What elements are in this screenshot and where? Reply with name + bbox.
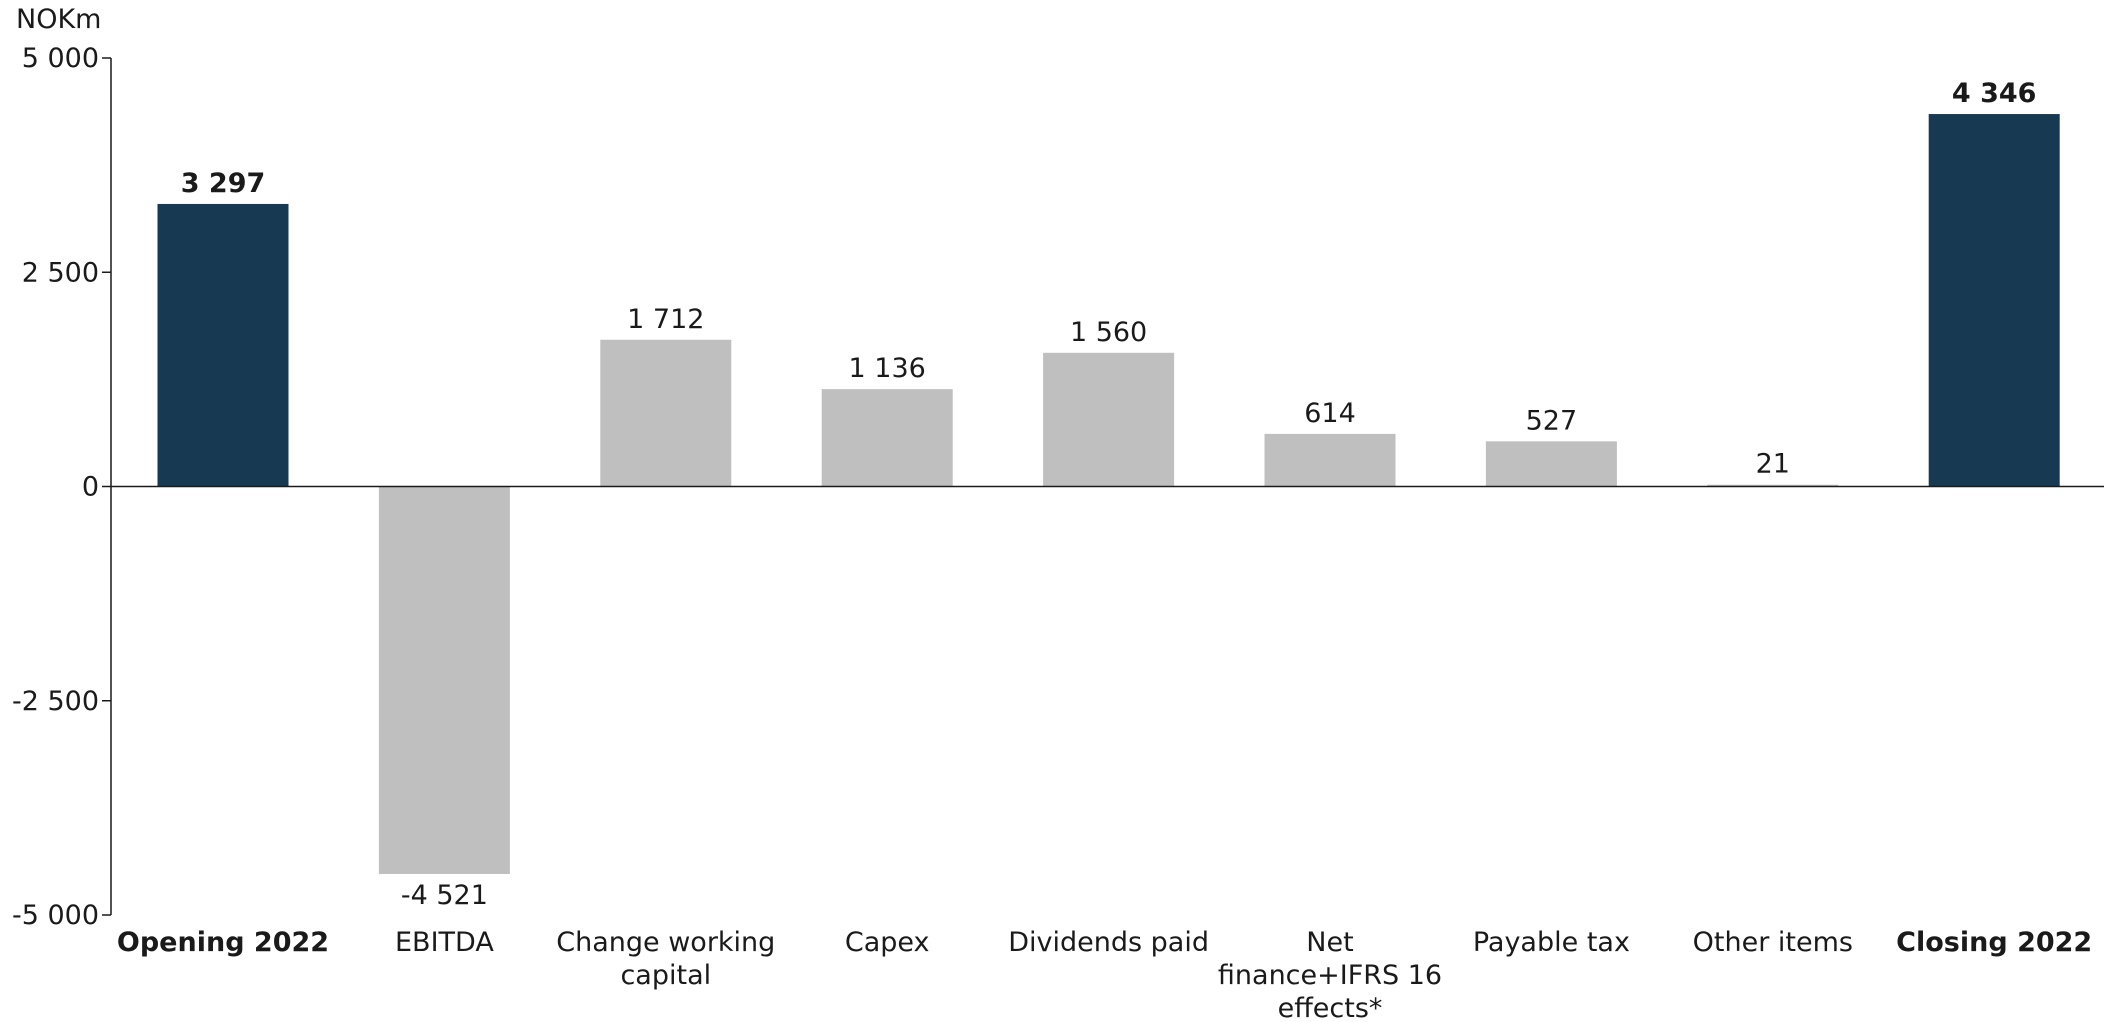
category-label: Opening 2022 <box>117 927 329 958</box>
category-label: Dividends paid <box>1008 927 1209 958</box>
value-label: 527 <box>1526 405 1578 436</box>
category-label: Change working <box>556 927 775 958</box>
value-label: 21 <box>1756 449 1790 480</box>
bar <box>1043 352 1175 487</box>
bar <box>600 339 732 487</box>
category-label: effects* <box>1278 993 1383 1022</box>
y-tick-label: 5 000 <box>22 43 99 74</box>
y-tick-label: -5 000 <box>12 900 99 931</box>
category-label: Other items <box>1693 927 1853 958</box>
category-label: Net <box>1306 927 1353 958</box>
value-label: 1 136 <box>849 353 926 384</box>
category-label: finance+IFRS 16 <box>1218 960 1442 991</box>
category-label: capital <box>620 960 711 991</box>
bar <box>821 389 953 487</box>
value-label: 1 560 <box>1070 317 1147 348</box>
category-label: EBITDA <box>395 927 494 958</box>
y-axis-unit-label: NOKm <box>16 4 101 35</box>
bar <box>378 486 510 874</box>
category-label: Payable tax <box>1473 927 1630 958</box>
bar <box>1928 114 2060 487</box>
bar <box>157 203 289 487</box>
bar <box>1264 433 1396 487</box>
bars <box>111 114 2104 874</box>
value-label: 3 297 <box>181 168 266 199</box>
value-labels: 3 297 -4 521 1 712 1 136 1 560 614 527 21 4 346 <box>181 78 2037 911</box>
bar <box>1707 484 1839 487</box>
y-axis: 5 000 2 500 0 -2 500 -5 000 <box>12 43 112 931</box>
y-tick-label: 0 <box>82 472 99 503</box>
category-label: Capex <box>845 927 930 958</box>
value-label: 614 <box>1304 398 1356 429</box>
y-tick-label: -2 500 <box>12 686 99 717</box>
category-label: Closing 2022 <box>1896 927 2092 958</box>
value-label: 4 346 <box>1952 78 2037 109</box>
y-tick-label: 2 500 <box>22 257 99 288</box>
value-label: -4 521 <box>401 880 488 911</box>
bar <box>1485 441 1617 487</box>
value-label: 1 712 <box>627 304 704 335</box>
